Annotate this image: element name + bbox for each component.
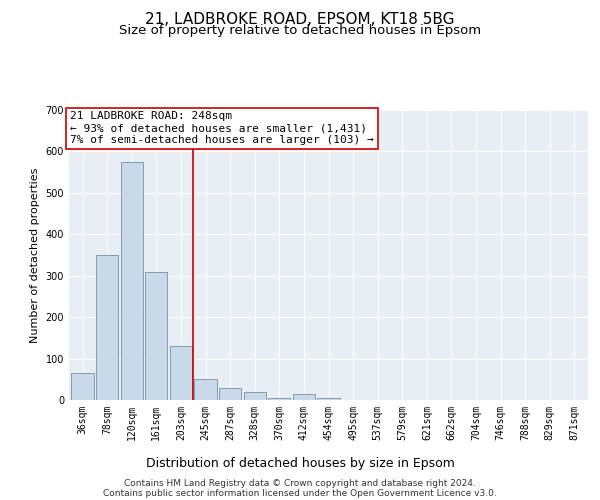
Bar	[317, 398, 340, 400]
Text: Contains public sector information licensed under the Open Government Licence v3: Contains public sector information licen…	[103, 489, 497, 498]
Text: 21 LADBROKE ROAD: 248sqm
← 93% of detached houses are smaller (1,431)
7% of semi: 21 LADBROKE ROAD: 248sqm ← 93% of detach…	[70, 112, 374, 144]
Bar	[194, 380, 217, 400]
Bar	[145, 272, 167, 400]
Bar	[244, 392, 266, 400]
Bar	[96, 255, 118, 400]
Bar	[293, 394, 315, 400]
Bar	[121, 162, 143, 400]
Text: Distribution of detached houses by size in Epsom: Distribution of detached houses by size …	[146, 458, 454, 470]
Bar	[71, 373, 94, 400]
Bar	[219, 388, 241, 400]
Bar	[268, 398, 290, 400]
Text: 21, LADBROKE ROAD, EPSOM, KT18 5BG: 21, LADBROKE ROAD, EPSOM, KT18 5BG	[145, 12, 455, 28]
Text: Size of property relative to detached houses in Epsom: Size of property relative to detached ho…	[119, 24, 481, 37]
Text: Contains HM Land Registry data © Crown copyright and database right 2024.: Contains HM Land Registry data © Crown c…	[124, 479, 476, 488]
Bar	[170, 346, 192, 400]
Y-axis label: Number of detached properties: Number of detached properties	[30, 168, 40, 342]
